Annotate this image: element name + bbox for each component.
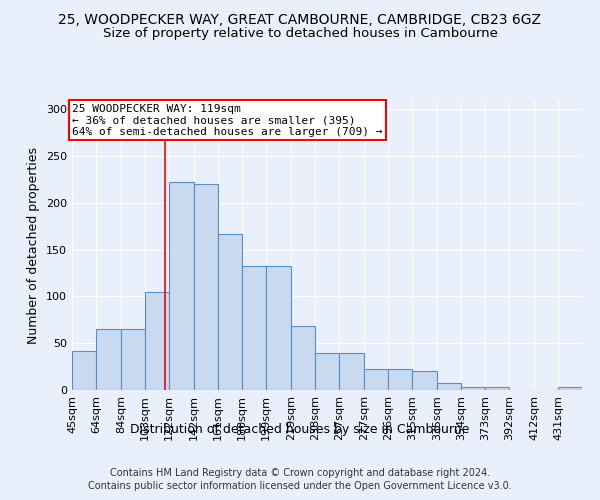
Bar bbox=[339, 352, 364, 390]
Bar bbox=[121, 329, 145, 390]
Bar bbox=[461, 387, 485, 390]
Bar bbox=[242, 266, 266, 390]
Bar bbox=[412, 372, 437, 390]
Bar bbox=[558, 387, 582, 390]
Bar bbox=[218, 234, 242, 390]
Text: 25, WOODPECKER WAY, GREAT CAMBOURNE, CAMBRIDGE, CB23 6GZ: 25, WOODPECKER WAY, GREAT CAMBOURNE, CAM… bbox=[59, 12, 542, 26]
Bar bbox=[291, 326, 315, 390]
Bar bbox=[364, 370, 388, 390]
Text: Size of property relative to detached houses in Cambourne: Size of property relative to detached ho… bbox=[103, 28, 497, 40]
Bar bbox=[96, 329, 121, 390]
Text: 25 WOODPECKER WAY: 119sqm
← 36% of detached houses are smaller (395)
64% of semi: 25 WOODPECKER WAY: 119sqm ← 36% of detac… bbox=[72, 104, 383, 137]
Bar bbox=[169, 182, 194, 390]
Bar bbox=[72, 350, 96, 390]
Text: Contains public sector information licensed under the Open Government Licence v3: Contains public sector information licen… bbox=[88, 481, 512, 491]
Bar bbox=[437, 384, 461, 390]
Bar bbox=[485, 387, 509, 390]
Bar bbox=[194, 184, 218, 390]
Bar bbox=[315, 352, 339, 390]
Bar bbox=[145, 292, 169, 390]
Bar bbox=[266, 266, 291, 390]
Text: Distribution of detached houses by size in Cambourne: Distribution of detached houses by size … bbox=[130, 422, 470, 436]
Text: Contains HM Land Registry data © Crown copyright and database right 2024.: Contains HM Land Registry data © Crown c… bbox=[110, 468, 490, 477]
Y-axis label: Number of detached properties: Number of detached properties bbox=[28, 146, 40, 344]
Bar bbox=[388, 370, 412, 390]
